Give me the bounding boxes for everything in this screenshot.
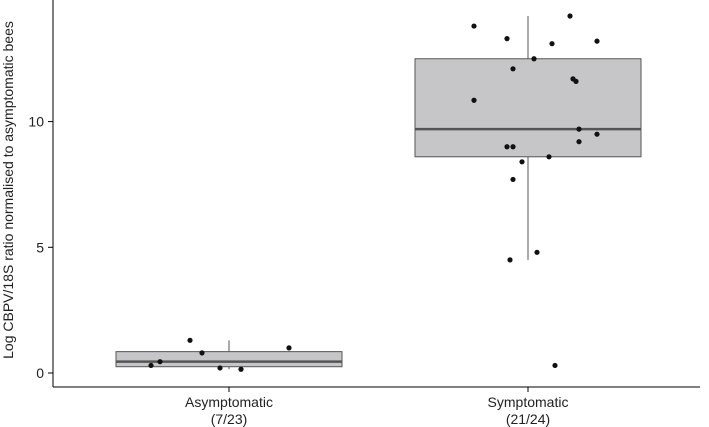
y-axis-label: Log CBPV/18S ratio normalised to asympto… xyxy=(0,21,16,359)
data-point xyxy=(238,366,244,372)
data-point xyxy=(576,139,582,145)
data-point xyxy=(573,78,579,84)
data-point xyxy=(567,13,573,19)
x-tick-sublabel: (21/24) xyxy=(506,411,550,427)
data-point xyxy=(519,159,525,165)
x-tick-label: Symptomatic xyxy=(488,394,569,410)
data-point xyxy=(510,176,516,183)
box-rect xyxy=(414,58,642,158)
data-point xyxy=(286,345,292,351)
data-point xyxy=(576,126,582,132)
x-tick-sublabel: (7/23) xyxy=(211,411,248,427)
data-point xyxy=(157,359,163,365)
data-point xyxy=(594,131,600,137)
y-tick-label: 10 xyxy=(28,114,44,130)
data-point xyxy=(471,97,477,103)
data-point xyxy=(594,38,600,44)
data-point xyxy=(471,23,477,29)
x-tick-label: Asymptomatic xyxy=(185,394,273,410)
data-point xyxy=(504,36,510,42)
plot-area xyxy=(115,13,642,372)
y-tick-label: 0 xyxy=(36,365,44,381)
axes: 0 5 10 Asymptomatic(7/23) Symptomatic(21/24) xyxy=(28,0,700,427)
data-point xyxy=(510,144,516,150)
data-point xyxy=(546,154,552,160)
data-point xyxy=(504,144,510,150)
data-point xyxy=(148,362,154,369)
data-point xyxy=(199,350,205,356)
box-rect xyxy=(115,351,343,368)
data-point xyxy=(510,66,516,72)
y-tick-label: 5 xyxy=(36,239,44,255)
data-point xyxy=(534,249,540,255)
data-point xyxy=(552,362,558,369)
data-point xyxy=(187,337,193,343)
data-point xyxy=(531,56,537,62)
data-point xyxy=(217,365,223,371)
data-point xyxy=(549,41,555,47)
data-point xyxy=(507,257,513,263)
